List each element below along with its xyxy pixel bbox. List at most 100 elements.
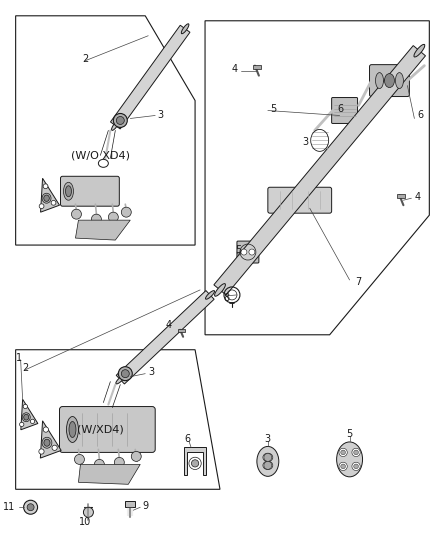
Ellipse shape [24, 414, 29, 420]
Ellipse shape [66, 186, 71, 197]
Circle shape [43, 184, 48, 189]
Circle shape [39, 204, 44, 208]
Polygon shape [40, 421, 61, 458]
Circle shape [113, 114, 127, 127]
Text: 3: 3 [265, 434, 271, 445]
Circle shape [108, 212, 118, 222]
Circle shape [121, 207, 131, 217]
Text: 3: 3 [148, 367, 154, 377]
Circle shape [24, 500, 38, 514]
Polygon shape [78, 464, 140, 484]
Polygon shape [41, 178, 60, 212]
Ellipse shape [44, 195, 49, 201]
Polygon shape [110, 25, 190, 129]
Ellipse shape [67, 416, 78, 442]
Circle shape [264, 462, 272, 470]
Circle shape [83, 507, 93, 517]
Polygon shape [75, 220, 130, 240]
Circle shape [51, 200, 56, 205]
Circle shape [95, 459, 104, 470]
Circle shape [191, 460, 199, 467]
Ellipse shape [257, 447, 279, 477]
Circle shape [249, 249, 255, 255]
Circle shape [241, 249, 247, 255]
Ellipse shape [181, 24, 189, 34]
Text: 3: 3 [157, 110, 163, 120]
Circle shape [189, 457, 201, 470]
Circle shape [74, 455, 85, 464]
Polygon shape [184, 447, 206, 475]
Polygon shape [214, 46, 425, 295]
Ellipse shape [42, 193, 51, 203]
Ellipse shape [396, 72, 403, 88]
Circle shape [52, 445, 57, 450]
Polygon shape [21, 399, 38, 430]
Ellipse shape [205, 290, 215, 299]
FancyBboxPatch shape [60, 407, 155, 453]
Ellipse shape [263, 461, 273, 470]
Bar [125, 501, 135, 507]
Circle shape [341, 464, 346, 469]
Circle shape [354, 450, 358, 455]
Circle shape [30, 419, 35, 424]
Circle shape [20, 422, 24, 426]
Text: 6: 6 [184, 434, 190, 445]
Circle shape [39, 449, 44, 454]
Ellipse shape [337, 442, 363, 477]
Ellipse shape [69, 422, 76, 438]
Circle shape [341, 450, 346, 455]
Text: 3: 3 [303, 138, 309, 148]
Text: 1: 1 [16, 353, 22, 363]
Text: 6: 6 [417, 110, 424, 120]
Ellipse shape [64, 182, 74, 200]
Bar [178, 329, 185, 332]
FancyBboxPatch shape [268, 187, 332, 213]
Circle shape [114, 457, 124, 467]
Circle shape [131, 451, 141, 462]
Ellipse shape [112, 120, 119, 131]
Circle shape [23, 405, 28, 409]
Ellipse shape [385, 74, 395, 87]
Bar [253, 64, 261, 69]
FancyBboxPatch shape [370, 64, 410, 96]
Circle shape [339, 462, 347, 471]
Circle shape [71, 209, 81, 219]
Circle shape [43, 427, 49, 432]
Text: 2: 2 [23, 362, 29, 373]
Circle shape [264, 454, 272, 462]
Circle shape [117, 117, 124, 124]
FancyBboxPatch shape [237, 241, 259, 263]
FancyBboxPatch shape [332, 98, 357, 124]
Text: 5: 5 [235, 245, 241, 255]
Text: (W/O XD4): (W/O XD4) [71, 150, 130, 160]
Text: 7: 7 [356, 277, 362, 287]
Text: 9: 9 [142, 501, 148, 511]
Circle shape [339, 448, 347, 457]
Ellipse shape [44, 439, 50, 446]
Text: 4: 4 [232, 63, 238, 74]
Circle shape [92, 214, 101, 224]
Polygon shape [116, 290, 214, 384]
Text: 8: 8 [223, 293, 229, 303]
Circle shape [27, 504, 34, 511]
Ellipse shape [263, 453, 273, 462]
Text: 10: 10 [79, 517, 92, 527]
Text: (W/XD4): (W/XD4) [77, 424, 124, 434]
Text: 6: 6 [338, 103, 344, 114]
Ellipse shape [215, 284, 226, 296]
Text: 11: 11 [4, 502, 16, 512]
Circle shape [354, 464, 358, 469]
FancyBboxPatch shape [60, 176, 119, 206]
Circle shape [121, 370, 129, 378]
Ellipse shape [375, 72, 384, 88]
Ellipse shape [42, 437, 52, 448]
Ellipse shape [116, 375, 125, 384]
Text: 2: 2 [82, 54, 88, 63]
Text: 5: 5 [346, 430, 353, 440]
Bar [397, 194, 406, 198]
Circle shape [352, 448, 360, 457]
Ellipse shape [414, 44, 425, 57]
Circle shape [352, 462, 360, 471]
Ellipse shape [22, 413, 30, 422]
Circle shape [118, 367, 132, 381]
